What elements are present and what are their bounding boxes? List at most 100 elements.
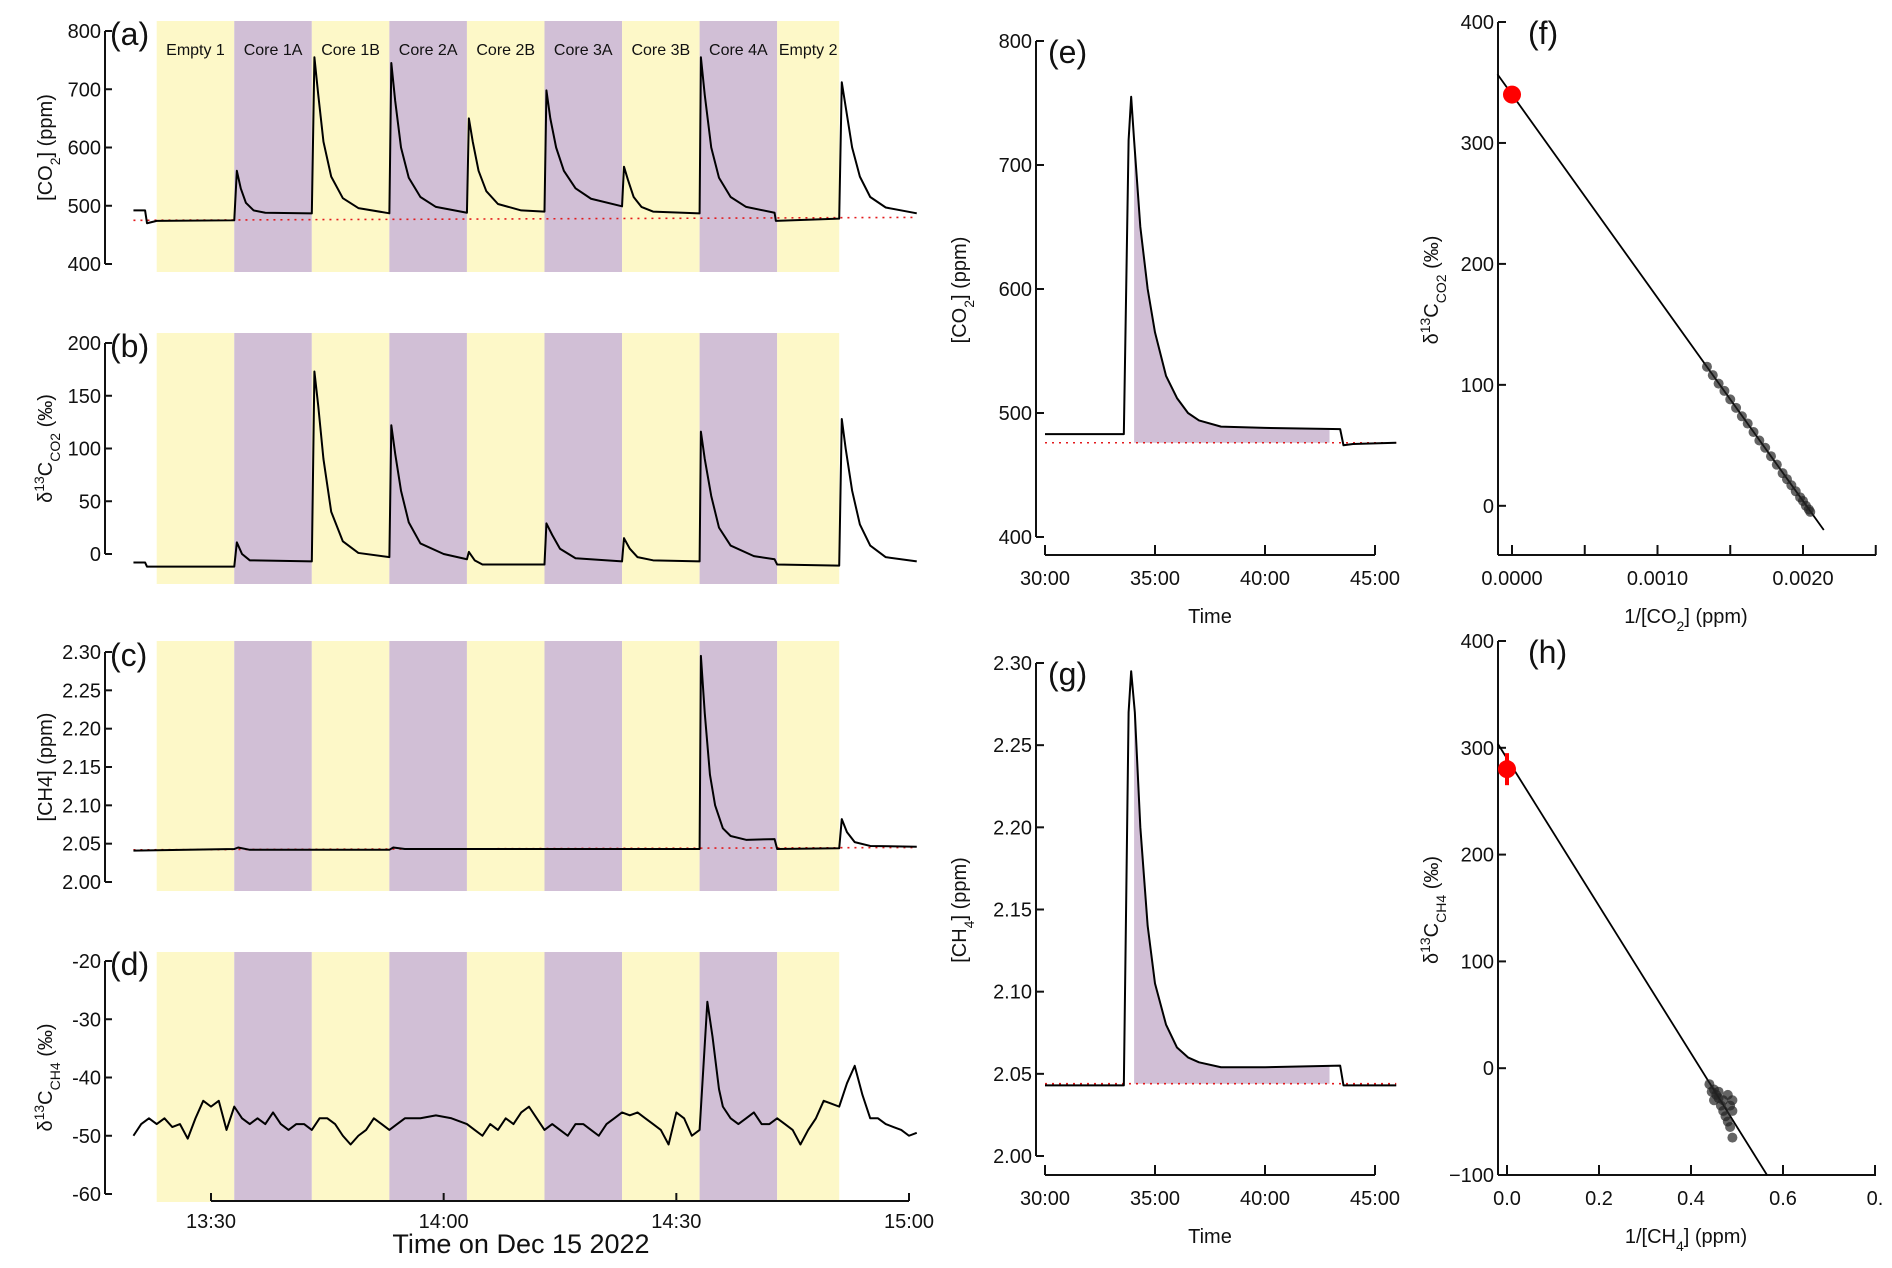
x-tick-label: 35:00 bbox=[1130, 1188, 1180, 1210]
data-point bbox=[1727, 1132, 1738, 1143]
data-point bbox=[1701, 361, 1712, 372]
band-empty-1 bbox=[156, 21, 235, 272]
panel-b: 0 50 100 150 200 (b) bbox=[68, 328, 917, 584]
panel-e: 400 500 600 700 800 (e) 30:00 35:00 40:00 45:00 Ti… bbox=[999, 31, 1400, 628]
band-core-1b bbox=[311, 641, 390, 891]
panel-label: (f) bbox=[1528, 15, 1558, 51]
x-tick-label: 14:00 bbox=[419, 1211, 469, 1233]
panel-c: 2.00 2.05 2.10 2.15 2.20 2.25 2.30 (c) bbox=[62, 637, 917, 894]
shared-x-title: Time on Dec 15 2022 bbox=[392, 1229, 649, 1259]
x-tick-label: 0.0 bbox=[1493, 1188, 1521, 1210]
data-line bbox=[133, 654, 917, 852]
panel-label: (d) bbox=[110, 946, 149, 982]
band-core-2b bbox=[466, 641, 545, 891]
data-point bbox=[1760, 442, 1771, 453]
x-tick-label: 0.4 bbox=[1677, 1188, 1705, 1210]
data-point bbox=[1725, 1121, 1736, 1132]
band-core-3b bbox=[622, 21, 700, 272]
y-tick-label: 2.30 bbox=[62, 642, 101, 664]
data-line bbox=[1045, 95, 1397, 447]
endmember-point bbox=[1503, 85, 1521, 104]
integrated-area bbox=[1134, 704, 1330, 1084]
x-tick-label: 45:00 bbox=[1350, 1188, 1400, 1210]
band-label: Core 2A bbox=[399, 42, 458, 59]
data-point bbox=[1742, 418, 1753, 429]
y-axis-title: δ13CCO2 (‰) bbox=[1417, 236, 1449, 345]
y-tick-label: 200 bbox=[1461, 845, 1494, 867]
y-tick-label: 600 bbox=[999, 279, 1032, 301]
y-tick-label: 2.15 bbox=[62, 757, 101, 779]
y-tick-label: -60 bbox=[72, 1184, 101, 1206]
x-tick-label: 0.0000 bbox=[1481, 568, 1542, 590]
band-core-4a bbox=[699, 333, 778, 584]
y-tick-label: 100 bbox=[68, 439, 101, 461]
integrated-area bbox=[1134, 140, 1330, 443]
band-label: Empty 1 bbox=[166, 42, 225, 59]
data-line bbox=[1045, 670, 1397, 1087]
band-core-3b bbox=[622, 333, 700, 584]
y-tick-label: -40 bbox=[72, 1068, 101, 1090]
x-tick-label: 13:30 bbox=[186, 1211, 236, 1233]
data-point bbox=[1731, 402, 1742, 413]
band-core-1a bbox=[234, 952, 312, 1202]
x-tick-label: 45:00 bbox=[1350, 568, 1400, 590]
y-tick-label: 500 bbox=[999, 403, 1032, 425]
x-tick-label: 15:00 bbox=[884, 1211, 934, 1233]
y-tick-label: 50 bbox=[79, 491, 101, 513]
data-point bbox=[1727, 1095, 1738, 1106]
band-core-1b bbox=[311, 333, 390, 584]
y-axis-title: δ13CCH4 (‰) bbox=[31, 1023, 63, 1131]
y-tick-label: -20 bbox=[72, 951, 101, 973]
band-label: Core 3B bbox=[631, 42, 690, 59]
data-point bbox=[1709, 1095, 1719, 1106]
x-axis-title: Time bbox=[1188, 1226, 1232, 1248]
band-core-3a bbox=[544, 21, 623, 272]
panel-label: (c) bbox=[110, 637, 147, 673]
band-empty-1 bbox=[156, 641, 235, 891]
x-tick-label: 30:00 bbox=[1020, 568, 1070, 590]
y-axis-title: [CH4] (ppm) bbox=[35, 713, 57, 822]
band-empty-2 bbox=[777, 641, 840, 891]
band-label: Core 4A bbox=[709, 42, 768, 59]
data-line bbox=[132, 1000, 918, 1146]
y-tick-label: 100 bbox=[1461, 375, 1494, 397]
y-tick-label: 400 bbox=[999, 527, 1032, 549]
y-tick-label: 700 bbox=[68, 79, 101, 101]
band-core-4a bbox=[699, 641, 778, 891]
y-tick-label: 600 bbox=[68, 138, 101, 160]
x-tick-label: 40:00 bbox=[1240, 568, 1290, 590]
band-core-4a bbox=[699, 21, 778, 272]
y-tick-label: -50 bbox=[72, 1126, 101, 1148]
data-point bbox=[1725, 394, 1736, 405]
panel-d: -60 -50 -40 -30 -20 (d) 13:30 14:00 14:30 15:00 bbox=[72, 946, 934, 1233]
x-tick-label: 14:30 bbox=[651, 1211, 701, 1233]
band-empty-1 bbox=[156, 952, 235, 1202]
x-tick-label: 30:00 bbox=[1020, 1188, 1070, 1210]
x-tick-label: 40:00 bbox=[1240, 1188, 1290, 1210]
band-label: Core 3A bbox=[554, 42, 613, 59]
y-tick-label: 300 bbox=[1461, 738, 1494, 760]
y-tick-label: 2.20 bbox=[62, 719, 101, 741]
data-point bbox=[1765, 451, 1776, 462]
band-core-4a bbox=[699, 952, 778, 1202]
y-tick-label: 300 bbox=[1461, 133, 1494, 155]
y-tick-label: 2.20 bbox=[993, 817, 1032, 839]
y-tick-label: 150 bbox=[68, 386, 101, 408]
data-point bbox=[1754, 435, 1765, 446]
y-tick-label: 2.05 bbox=[993, 1064, 1032, 1086]
panel-label: (g) bbox=[1048, 656, 1087, 692]
y-tick-label: -30 bbox=[72, 1009, 101, 1031]
band-core-3a bbox=[544, 333, 623, 584]
band-core-1a bbox=[234, 333, 312, 584]
band-empty-1 bbox=[156, 333, 235, 584]
y-tick-label: 2.00 bbox=[62, 872, 101, 894]
data-point bbox=[1713, 378, 1724, 389]
x-tick-label: 0.0020 bbox=[1772, 568, 1833, 590]
data-line bbox=[133, 56, 917, 225]
x-tick-label: 0.6 bbox=[1769, 1188, 1797, 1210]
band-core-3a bbox=[544, 952, 623, 1202]
band-core-2a bbox=[389, 952, 467, 1202]
y-tick-label: 2.25 bbox=[993, 735, 1032, 757]
band-core-1a bbox=[234, 641, 312, 891]
y-tick-label: 700 bbox=[999, 155, 1032, 177]
